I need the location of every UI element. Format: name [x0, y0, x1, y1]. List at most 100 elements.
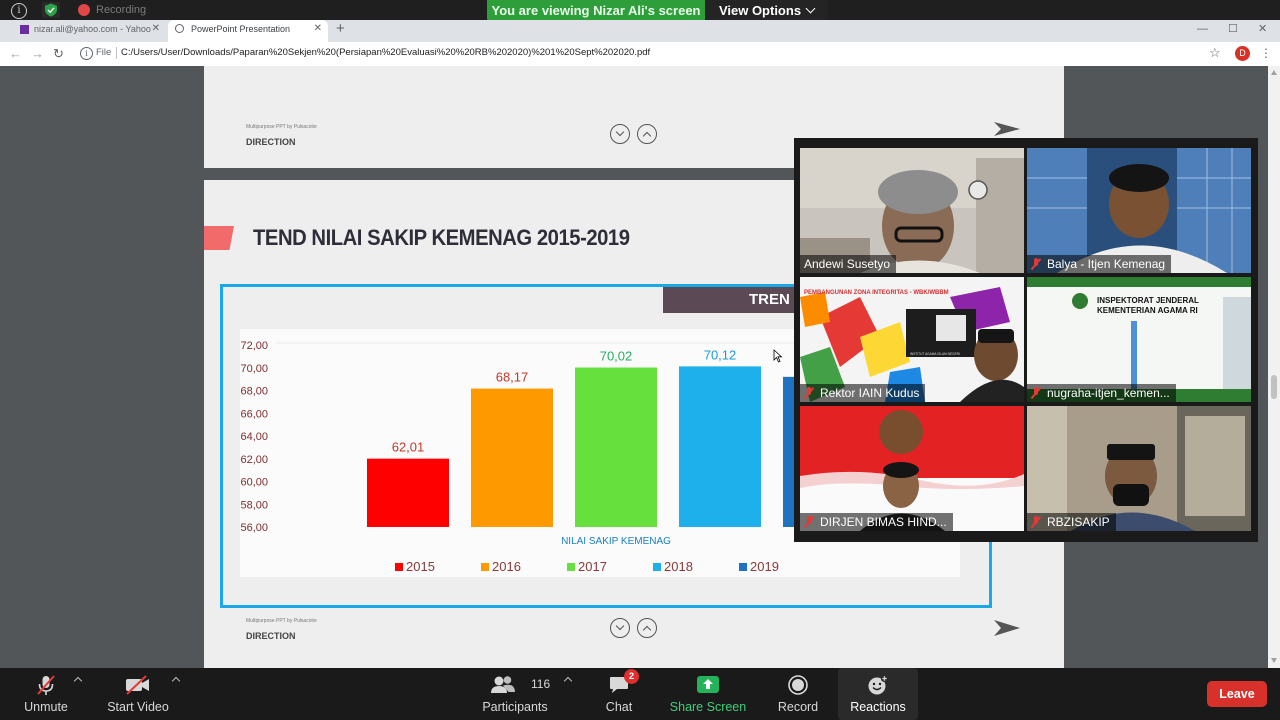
legend-swatch	[567, 563, 575, 571]
participant-video: INSPEKTORAT JENDERAL KEMENTERIAN AGAMA R…	[1027, 277, 1251, 402]
start-video-button[interactable]: Start Video	[103, 668, 173, 720]
scroll-up-circle-icon	[637, 618, 657, 638]
new-tab-button[interactable]: +	[336, 20, 345, 37]
close-tab-icon[interactable]: ✕	[151, 23, 160, 34]
participant-tile[interactable]: RBZISAKIP	[1027, 406, 1251, 531]
site-info-icon[interactable]: i	[80, 47, 93, 60]
mouse-cursor-icon	[773, 349, 783, 363]
minimize-icon[interactable]: —	[1197, 23, 1208, 35]
scrollbar-thumb[interactable]	[1271, 375, 1277, 399]
y-tick-label: 64,00	[240, 431, 268, 443]
forward-arrow-icon[interactable]: →	[31, 46, 44, 61]
muted-mic-icon	[1031, 387, 1041, 399]
chat-button[interactable]: 2 Chat	[596, 668, 642, 720]
unmute-button[interactable]: Unmute	[12, 668, 80, 720]
yahoo-favicon-icon	[20, 25, 29, 34]
video-options-caret-icon[interactable]	[171, 676, 181, 686]
record-icon	[788, 675, 808, 695]
start-video-label: Start Video	[107, 700, 169, 714]
x-axis-label: NILAI SAKIP KEMENAG	[561, 536, 671, 547]
record-button[interactable]: Record	[772, 668, 824, 720]
bar-2016	[471, 388, 553, 527]
legend-label: 2019	[750, 559, 779, 574]
y-tick-label: 68,00	[240, 386, 268, 398]
scroll-up-circle-icon	[637, 124, 657, 144]
legend-swatch	[395, 563, 403, 571]
close-tab-icon[interactable]: ✕	[313, 23, 322, 34]
y-tick-label: 56,00	[240, 522, 268, 534]
add-reaction-smiley-icon	[868, 674, 889, 695]
back-arrow-icon[interactable]: ←	[9, 46, 22, 61]
participant-tile[interactable]: DIRJEN BIMAS HIND...	[800, 406, 1024, 531]
reload-icon[interactable]: ↻	[53, 46, 64, 61]
reactions-label: Reactions	[850, 700, 906, 714]
browser-window: nizar.ali@yahoo.com - Yahoo ✕ PowerPoint…	[0, 20, 1280, 66]
participants-button[interactable]: 116 Participants	[478, 668, 552, 720]
participant-video	[800, 148, 1024, 273]
pdf-page-sakip: TEND NILAI SAKIP KEMENAG 2015-2019 TREN …	[204, 180, 1064, 668]
participant-name: Rektor IAIN Kudus	[800, 384, 926, 402]
scroll-down-arrow-icon[interactable]	[1271, 658, 1277, 663]
legend-label: 2017	[578, 559, 607, 574]
video-off-icon	[126, 675, 149, 695]
tab-yahoo-mail[interactable]: nizar.ali@yahoo.com - Yahoo ✕	[8, 20, 166, 42]
tab-label: nizar.ali@yahoo.com - Yahoo	[34, 24, 151, 34]
virtual-background-text: PEMBANGUNAN ZONA INTEGRITAS - WBK/WBBM	[804, 290, 949, 296]
tab-powerpoint-presentation[interactable]: PowerPoint Presentation ✕	[168, 20, 328, 42]
paper-plane-icon	[994, 122, 1020, 136]
scroll-down-circle-icon	[610, 124, 630, 144]
tab-label: PowerPoint Presentation	[191, 24, 291, 34]
legend-swatch	[739, 563, 747, 571]
url-text[interactable]: C:/Users/User/Downloads/Paparan%20Sekjen…	[121, 47, 651, 58]
legend-label: 2018	[664, 559, 693, 574]
organization-title-line1: INSPEKTORAT JENDERAL	[1097, 296, 1199, 305]
participant-tile[interactable]: Andewi Susetyo	[800, 148, 1024, 273]
data-label: 62,01	[392, 440, 425, 455]
participant-name: Andewi Susetyo	[800, 255, 897, 273]
scroll-up-arrow-icon[interactable]	[1271, 70, 1277, 75]
muted-mic-icon	[1031, 258, 1041, 270]
zoom-top-bar: i Recording You are viewing Nizar Ali's …	[0, 0, 1280, 22]
organization-title-line2: KEMENTERIAN AGAMA RI	[1097, 306, 1198, 315]
globe-icon	[175, 24, 184, 33]
bar-2017	[575, 367, 657, 527]
scroll-down-circle-icon	[610, 618, 630, 638]
y-tick-label: 62,00	[240, 454, 268, 466]
participant-tile[interactable]: PEMBANGUNAN ZONA INTEGRITAS - WBK/WBBM I…	[800, 277, 1024, 402]
pdf-scrollbar[interactable]	[1268, 66, 1280, 668]
bookmark-star-icon[interactable]: ☆	[1209, 45, 1221, 60]
footer-small-text: Multipurpose PPT by Pulsacolor	[246, 124, 318, 130]
share-screen-icon	[697, 676, 719, 693]
share-screen-label: Share Screen	[669, 700, 747, 714]
close-window-icon[interactable]: ✕	[1258, 23, 1268, 35]
profile-avatar[interactable]: D	[1235, 46, 1250, 61]
participant-name: RBZISAKIP	[1027, 513, 1116, 531]
legend-swatch	[653, 563, 661, 571]
pdf-page-previous: Multipurpose PPT by Pulsacolor DIRECTION	[204, 66, 1064, 168]
participant-name: nugraha-itjen_kemen...	[1027, 384, 1176, 402]
meeting-info-icon[interactable]: i	[11, 3, 27, 19]
chat-label: Chat	[605, 700, 633, 714]
participants-options-caret-icon[interactable]	[563, 676, 573, 686]
participant-video	[800, 406, 1024, 531]
muted-microphone-icon	[37, 675, 55, 695]
y-tick-label: 70,00	[240, 363, 268, 375]
legend-swatch	[481, 563, 489, 571]
divider	[116, 47, 117, 59]
encryption-shield-icon[interactable]	[42, 2, 60, 18]
participant-tile[interactable]: INSPEKTORAT JENDERAL KEMENTERIAN AGAMA R…	[1027, 277, 1251, 402]
legend-label: 2015	[406, 559, 435, 574]
leave-meeting-button[interactable]: Leave	[1207, 681, 1267, 707]
maximize-icon[interactable]: ☐	[1228, 23, 1238, 35]
participant-tile[interactable]: Balya - Itjen Kemenag	[1027, 148, 1251, 273]
bar-2015	[367, 458, 449, 527]
muted-mic-icon	[1031, 516, 1041, 528]
browser-menu-icon[interactable]: ⋮	[1260, 46, 1272, 60]
reactions-button[interactable]: Reactions	[842, 668, 914, 720]
view-options-button[interactable]: View Options	[705, 0, 828, 22]
bar-2018	[679, 366, 761, 527]
share-screen-button[interactable]: Share Screen	[668, 668, 748, 720]
address-bar[interactable]: i File C:/Users/User/Downloads/Paparan%2…	[74, 44, 1224, 64]
plaque-text: INSTITUT AGAMA ISLAM NEGERI	[910, 352, 960, 356]
y-tick-label: 58,00	[240, 499, 268, 511]
